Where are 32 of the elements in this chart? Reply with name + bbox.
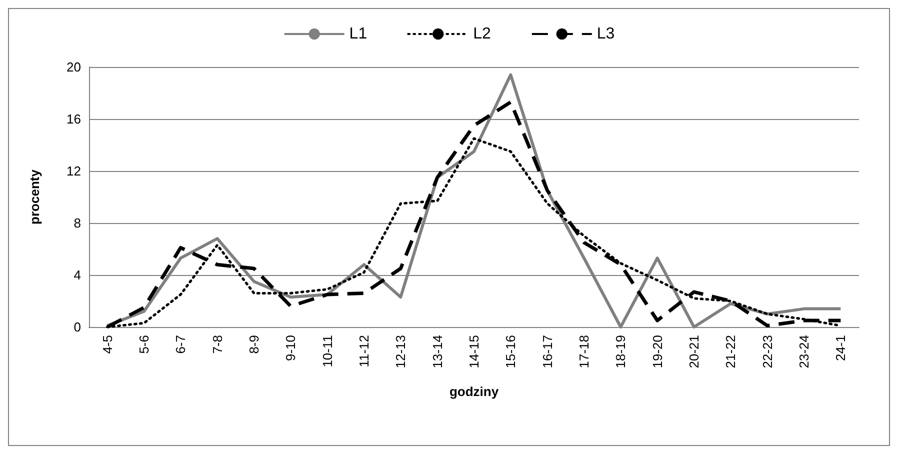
y-tick-label: 16	[66, 112, 81, 126]
x-tick-label: 11-12	[356, 335, 372, 368]
x-tick-label: 9-10	[283, 335, 298, 362]
y-tick-label: 4	[74, 268, 81, 282]
x-tick-label: 21-22	[723, 335, 738, 368]
legend-label: L3	[596, 26, 615, 42]
y-tick-label: 20	[66, 60, 81, 74]
x-tick-label: 8-9	[246, 335, 262, 354]
x-tick-label: 16-17	[540, 335, 555, 368]
legend-label: L2	[473, 26, 491, 42]
y-axis-title: procenty	[27, 168, 42, 224]
y-tick-label: 12	[66, 164, 81, 178]
x-tick-label: 13-14	[430, 335, 445, 368]
x-tick-label: 10-11	[320, 335, 335, 368]
y-tick-label: 0	[74, 320, 81, 334]
x-tick-label: 22-23	[760, 335, 775, 368]
x-tick-label: 12-13	[393, 335, 408, 368]
x-tick-label: 4-5	[100, 335, 115, 354]
x-tick-label: 15-16	[503, 335, 518, 368]
x-tick-label: 6-7	[173, 335, 188, 354]
y-tick-label: 8	[74, 216, 81, 230]
x-tick-label: 14-15	[466, 335, 482, 368]
x-axis-title: godziny	[449, 384, 500, 399]
x-tick-label: 5-6	[136, 335, 152, 354]
x-tick-label: 19-20	[650, 335, 665, 368]
legend-label: L1	[349, 26, 368, 42]
x-tick-label: 23-24	[796, 335, 812, 368]
x-tick-label: 18-19	[613, 335, 628, 368]
x-tick-label: 7-8	[210, 335, 225, 354]
x-tick-label: 20-21	[686, 335, 702, 368]
x-tick-label: 17-18	[576, 335, 592, 368]
x-tick-label: 24-1	[833, 335, 848, 362]
